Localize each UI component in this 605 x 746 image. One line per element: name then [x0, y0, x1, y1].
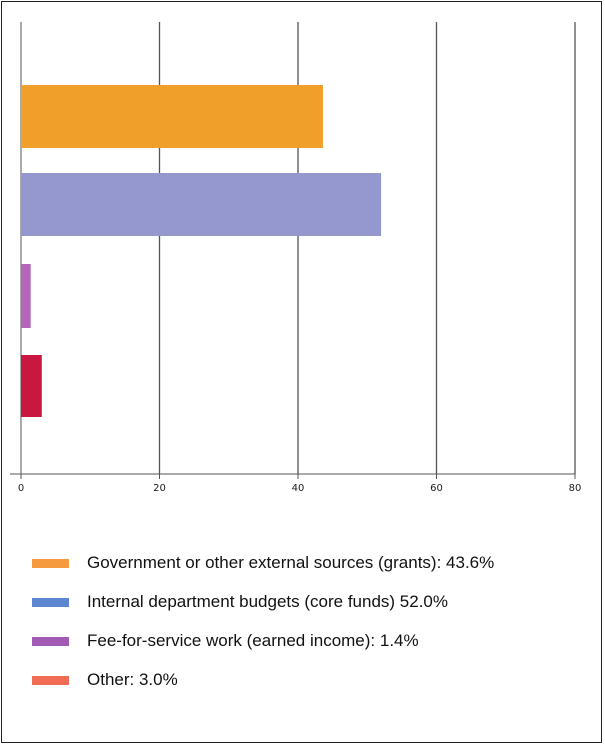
bar: [21, 173, 382, 236]
bar: [21, 264, 31, 328]
bar-chart: 0 20 40 60 80: [10, 22, 582, 494]
x-tick-label: 40: [292, 483, 305, 494]
bars: [21, 85, 382, 417]
x-axis: 0 20 40 60 80: [10, 473, 582, 494]
legend-item: Internal department budgets (core funds)…: [32, 588, 602, 616]
x-tick-label: 0: [18, 483, 24, 494]
x-tick-label: 80: [569, 483, 582, 494]
legend-item: Government or other external sources (gr…: [32, 549, 602, 577]
x-tick-label: 60: [430, 483, 443, 494]
legend-label: Internal department budgets (core funds)…: [87, 592, 448, 611]
legend-label: Government or other external sources (gr…: [87, 553, 495, 572]
legend-item: Other: 3.0%: [32, 666, 602, 694]
legend-label: Other: 3.0%: [87, 670, 178, 689]
legend-swatch: [32, 597, 69, 607]
bar: [21, 355, 42, 417]
legend-swatch: [32, 558, 69, 568]
legend-swatch: [32, 636, 69, 646]
legend-swatch: [32, 675, 69, 685]
bar: [21, 85, 323, 148]
x-tick-label: 20: [153, 483, 166, 494]
legend: Government or other external sources (gr…: [32, 549, 602, 705]
legend-label: Fee-for-service work (earned income): 1.…: [87, 631, 419, 650]
legend-item: Fee-for-service work (earned income): 1.…: [32, 627, 602, 655]
